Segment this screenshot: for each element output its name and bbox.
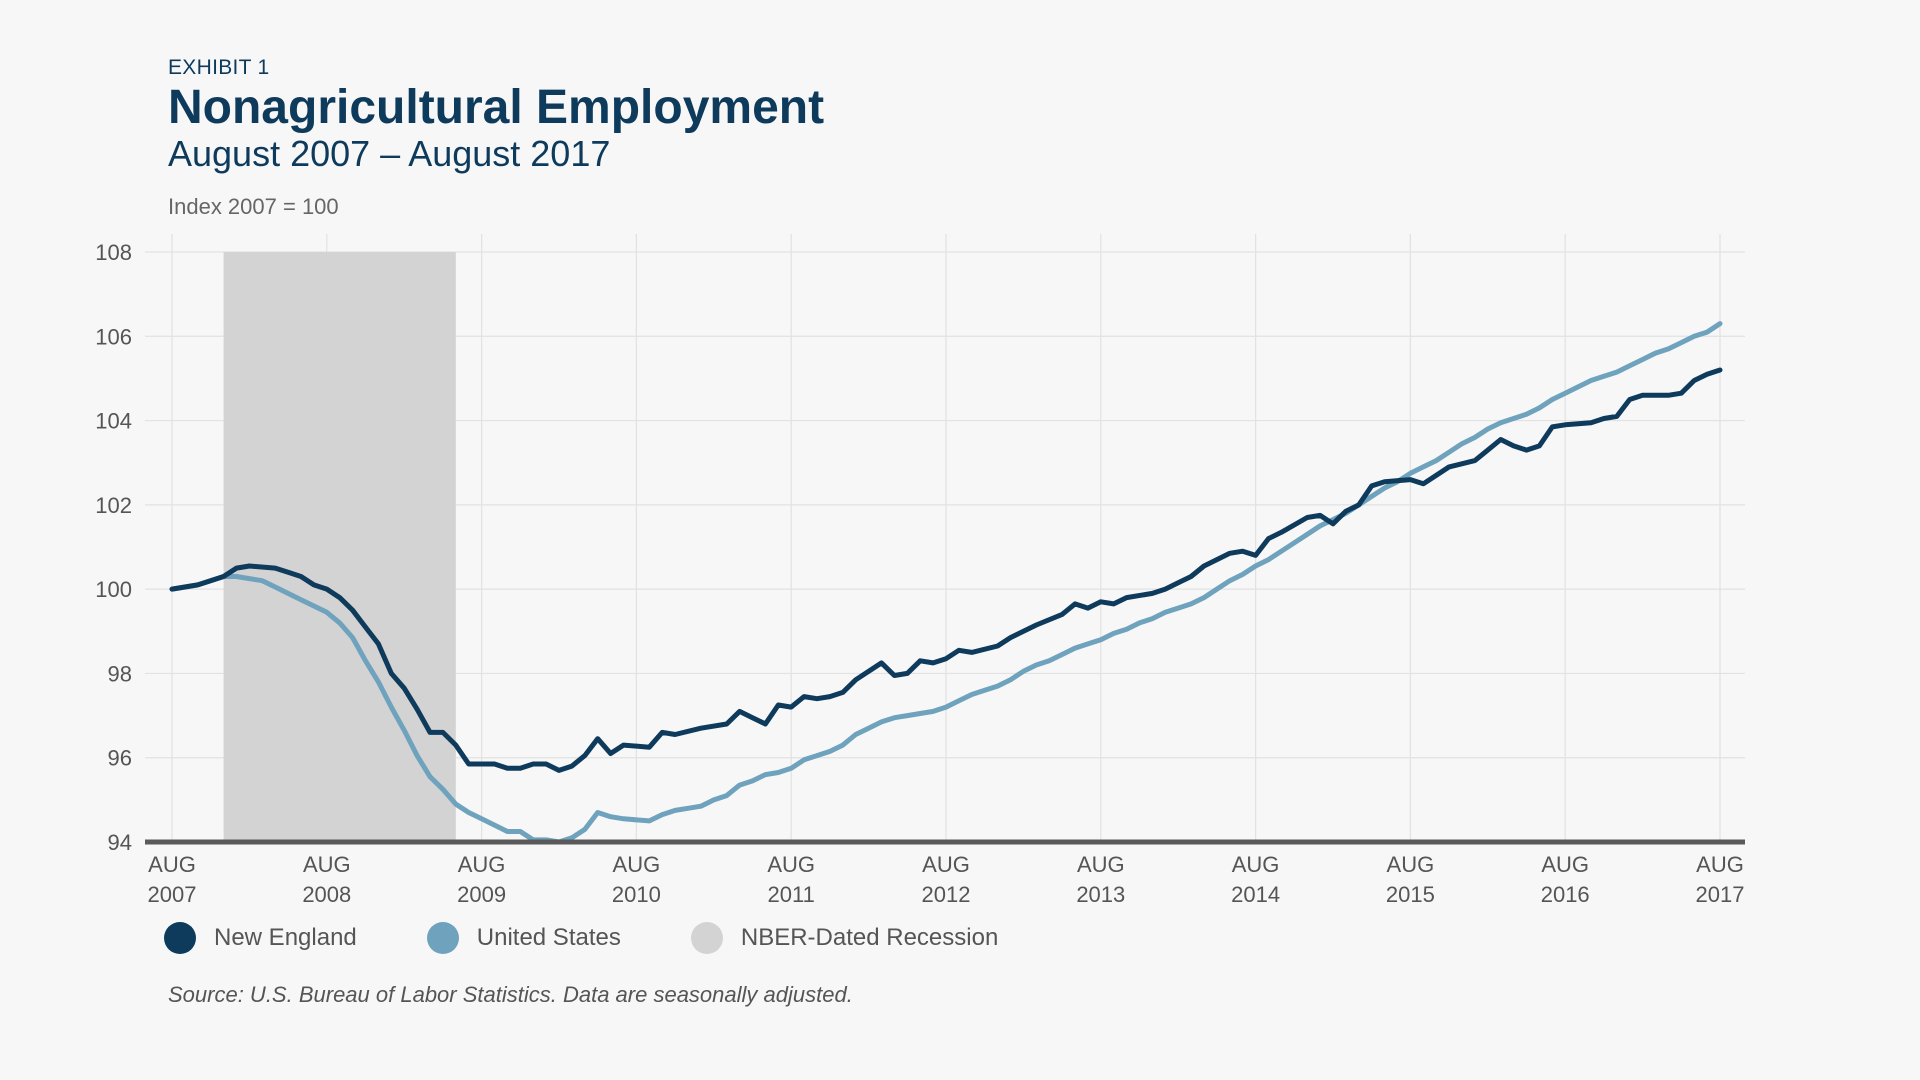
recession-band [223, 252, 456, 842]
legend-label: New England [214, 924, 357, 951]
x-tick-label-year: 2013 [1076, 882, 1125, 907]
legend-swatch-recession [690, 922, 723, 954]
x-tick-label-month: AUG [148, 852, 196, 877]
chart-legend: New England United States NBER-Dated Rec… [164, 922, 1068, 954]
source-note: Source: U.S. Bureau of Labor Statistics.… [168, 982, 853, 1007]
x-tick-label-month: AUG [1696, 852, 1744, 877]
x-tick-label-month: AUG [1387, 852, 1435, 877]
x-tick-label-month: AUG [767, 852, 815, 877]
exhibit-label: EXHIBIT 1 [168, 56, 270, 79]
x-tick-label-year: 2016 [1541, 882, 1590, 907]
legend-item-recession: NBER-Dated Recession [690, 922, 999, 954]
x-tick-label-year: 2015 [1386, 882, 1435, 907]
x-tick-label-year: 2017 [1696, 882, 1745, 907]
series-line-new-england [169, 367, 1723, 773]
y-tick-label: 94 [108, 830, 132, 855]
x-tick-label-month: AUG [613, 852, 661, 877]
y-axis-unit-label: Index 2007 = 100 [168, 194, 339, 219]
y-tick-label: 98 [108, 661, 132, 686]
y-tick-label: 102 [95, 493, 132, 518]
legend-label: NBER-Dated Recession [740, 924, 999, 951]
series-line-united-states [169, 321, 1723, 845]
x-tick-label-month: AUG [303, 852, 351, 877]
chart-subtitle: August 2007 – August 2017 [168, 133, 611, 174]
x-tick-label-year: 2012 [922, 882, 971, 907]
y-tick-label: 100 [95, 577, 132, 602]
y-tick-label: 96 [108, 746, 132, 771]
legend-swatch-new-england [164, 922, 196, 954]
y-tick-label: 104 [95, 409, 132, 434]
x-tick-label-month: AUG [1541, 852, 1589, 877]
x-tick-label-year: 2011 [768, 882, 815, 907]
x-tick-label-year: 2008 [302, 882, 351, 907]
legend-item-united-states: United States [426, 922, 621, 954]
x-tick-label-month: AUG [458, 852, 506, 877]
legend-swatch-united-states [426, 922, 459, 954]
y-tick-label: 106 [95, 324, 132, 349]
x-tick-label-year: 2007 [148, 882, 197, 907]
x-tick-label-month: AUG [1077, 852, 1125, 877]
chart-header: EXHIBIT 1 Nonagricultural Employment Aug… [168, 56, 824, 220]
y-tick-label: 108 [95, 240, 132, 265]
x-tick-label-year: 2010 [612, 882, 661, 907]
legend-label: United States [476, 924, 621, 951]
x-tick-label-month: AUG [1232, 852, 1280, 877]
x-tick-label-year: 2009 [457, 882, 506, 907]
legend-item-new-england: New England [164, 922, 357, 954]
x-tick-label-month: AUG [922, 852, 970, 877]
x-tick-label-year: 2014 [1231, 882, 1280, 907]
chart-title: Nonagricultural Employment [168, 81, 825, 134]
